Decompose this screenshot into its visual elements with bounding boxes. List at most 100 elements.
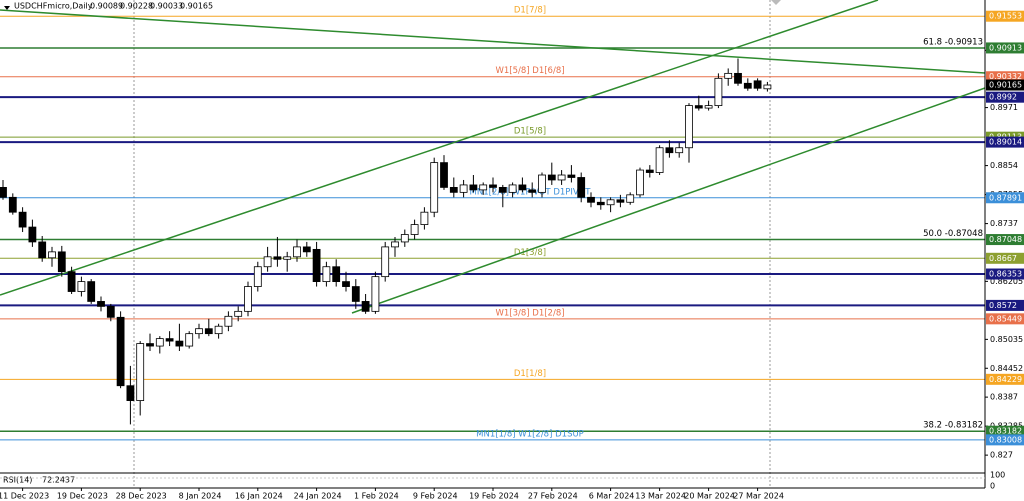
level-price: 0.90913 xyxy=(989,43,1022,52)
x-tick-label: 24 Jan 2024 xyxy=(294,492,342,501)
candle-body xyxy=(714,77,723,107)
level-box xyxy=(986,299,1024,311)
candle-body xyxy=(489,184,497,188)
candle-body xyxy=(146,343,154,347)
candle-body xyxy=(0,187,7,198)
level-price: 0.86353 xyxy=(989,270,1022,279)
candle-body xyxy=(155,338,164,347)
candle-body xyxy=(8,196,17,213)
candle-body xyxy=(263,256,272,268)
candle-body xyxy=(685,105,693,149)
level-box xyxy=(986,91,1024,103)
level-label: W1[3/8] D1[2/8] xyxy=(495,308,564,318)
level-price: 0.87048 xyxy=(989,235,1022,244)
candle-body xyxy=(185,333,194,347)
candle-body xyxy=(273,256,282,260)
candle-body xyxy=(479,184,488,191)
candle-body xyxy=(636,169,644,196)
candle-body xyxy=(743,82,752,89)
candle-body xyxy=(371,276,380,312)
level-box xyxy=(986,313,1024,325)
rsi-name: RSI(14) xyxy=(3,476,32,485)
level-price: 0.87891 xyxy=(989,193,1022,202)
channel-upper xyxy=(0,0,879,296)
candle-body xyxy=(665,147,674,154)
candle-body xyxy=(616,199,625,203)
candle-body xyxy=(283,256,292,260)
candle-body xyxy=(351,286,360,302)
candle-body xyxy=(18,211,27,228)
x-tick-label: 6 Mar 2024 xyxy=(589,492,635,501)
x-tick-label: 19 Dec 2023 xyxy=(57,492,108,501)
y-tick-label: 0.8387 xyxy=(990,393,1018,402)
candle-body xyxy=(606,199,615,206)
candle-body xyxy=(361,301,370,312)
candle-body xyxy=(234,310,243,317)
level-label: MN1[1/8] W1[2/8] D1SUP xyxy=(476,429,584,439)
shift-marker xyxy=(771,0,781,5)
candle-body xyxy=(165,338,174,342)
candle-body xyxy=(97,301,105,307)
level-price: 0.89014 xyxy=(989,138,1022,147)
x-tick-label: 27 Feb 2024 xyxy=(528,492,578,501)
level-box xyxy=(986,373,1024,385)
candle-body xyxy=(400,234,409,243)
candle-body xyxy=(77,281,86,292)
level-price: 0.84229 xyxy=(989,375,1022,384)
level-box xyxy=(986,268,1024,280)
y-tick-label: 0.84452 xyxy=(990,364,1023,373)
candle-body xyxy=(538,174,546,193)
level-price: 0.90332 xyxy=(989,72,1022,81)
candle-body xyxy=(449,187,458,193)
candle-body xyxy=(342,281,350,287)
x-tick-label: 16 Jan 2024 xyxy=(235,492,283,501)
x-tick-label: 13 Mar 2024 xyxy=(635,492,686,501)
x-tick-label: 27 Mar 2024 xyxy=(733,492,784,501)
candle-body xyxy=(175,340,184,347)
rsi-tick-label: 0 xyxy=(990,482,995,491)
x-tick-label: 8 Jan 2024 xyxy=(179,492,222,501)
candle-body xyxy=(136,343,145,401)
level-box xyxy=(986,434,1024,446)
candle-body xyxy=(430,162,439,213)
candle-body xyxy=(724,72,733,79)
candle-body xyxy=(410,224,419,235)
candle-body xyxy=(253,266,262,287)
level-box xyxy=(986,136,1024,148)
candle-body xyxy=(204,328,213,335)
x-tick-label: 28 Dec 2023 xyxy=(116,492,167,501)
candle-body xyxy=(763,84,772,90)
candle-body xyxy=(224,315,233,327)
candle-body xyxy=(293,246,301,258)
candle-body xyxy=(116,316,125,387)
candle-body xyxy=(28,226,37,243)
level-price: 0.83182 xyxy=(989,427,1022,436)
y-tick-label: 0.85035 xyxy=(990,335,1023,344)
level-label: 61.8 -0.90913 xyxy=(923,37,983,47)
level-label: D1[1/8] xyxy=(514,369,546,379)
candle-body xyxy=(528,189,537,193)
rsi-value: 72.2437 xyxy=(42,476,75,485)
level-price: 0.8992 xyxy=(989,93,1017,102)
chart-title: USDCHFmicro,Daily xyxy=(14,2,93,11)
candle-body xyxy=(547,174,556,181)
level-box xyxy=(986,71,1024,83)
y-tick-label: 0.827 xyxy=(990,451,1013,460)
x-tick-label: 1 Feb 2024 xyxy=(354,492,399,501)
level-price: 0.91553 xyxy=(989,12,1022,21)
candle-body xyxy=(87,281,96,302)
candle-body xyxy=(704,105,713,109)
candle-body xyxy=(322,266,331,283)
rsi-tick-label: 100 xyxy=(990,471,1005,480)
level-label: W1[5/8] D1[6/8] xyxy=(495,66,564,76)
candle-body xyxy=(734,72,742,84)
ohlc-value: 0.90228 xyxy=(120,2,153,11)
candle-body xyxy=(38,241,47,259)
candle-body xyxy=(645,169,654,173)
candle-body xyxy=(195,328,203,335)
x-tick-label: 11 Dec 2023 xyxy=(0,492,49,501)
candle-body xyxy=(126,385,135,401)
menu-arrow[interactable] xyxy=(4,6,10,10)
